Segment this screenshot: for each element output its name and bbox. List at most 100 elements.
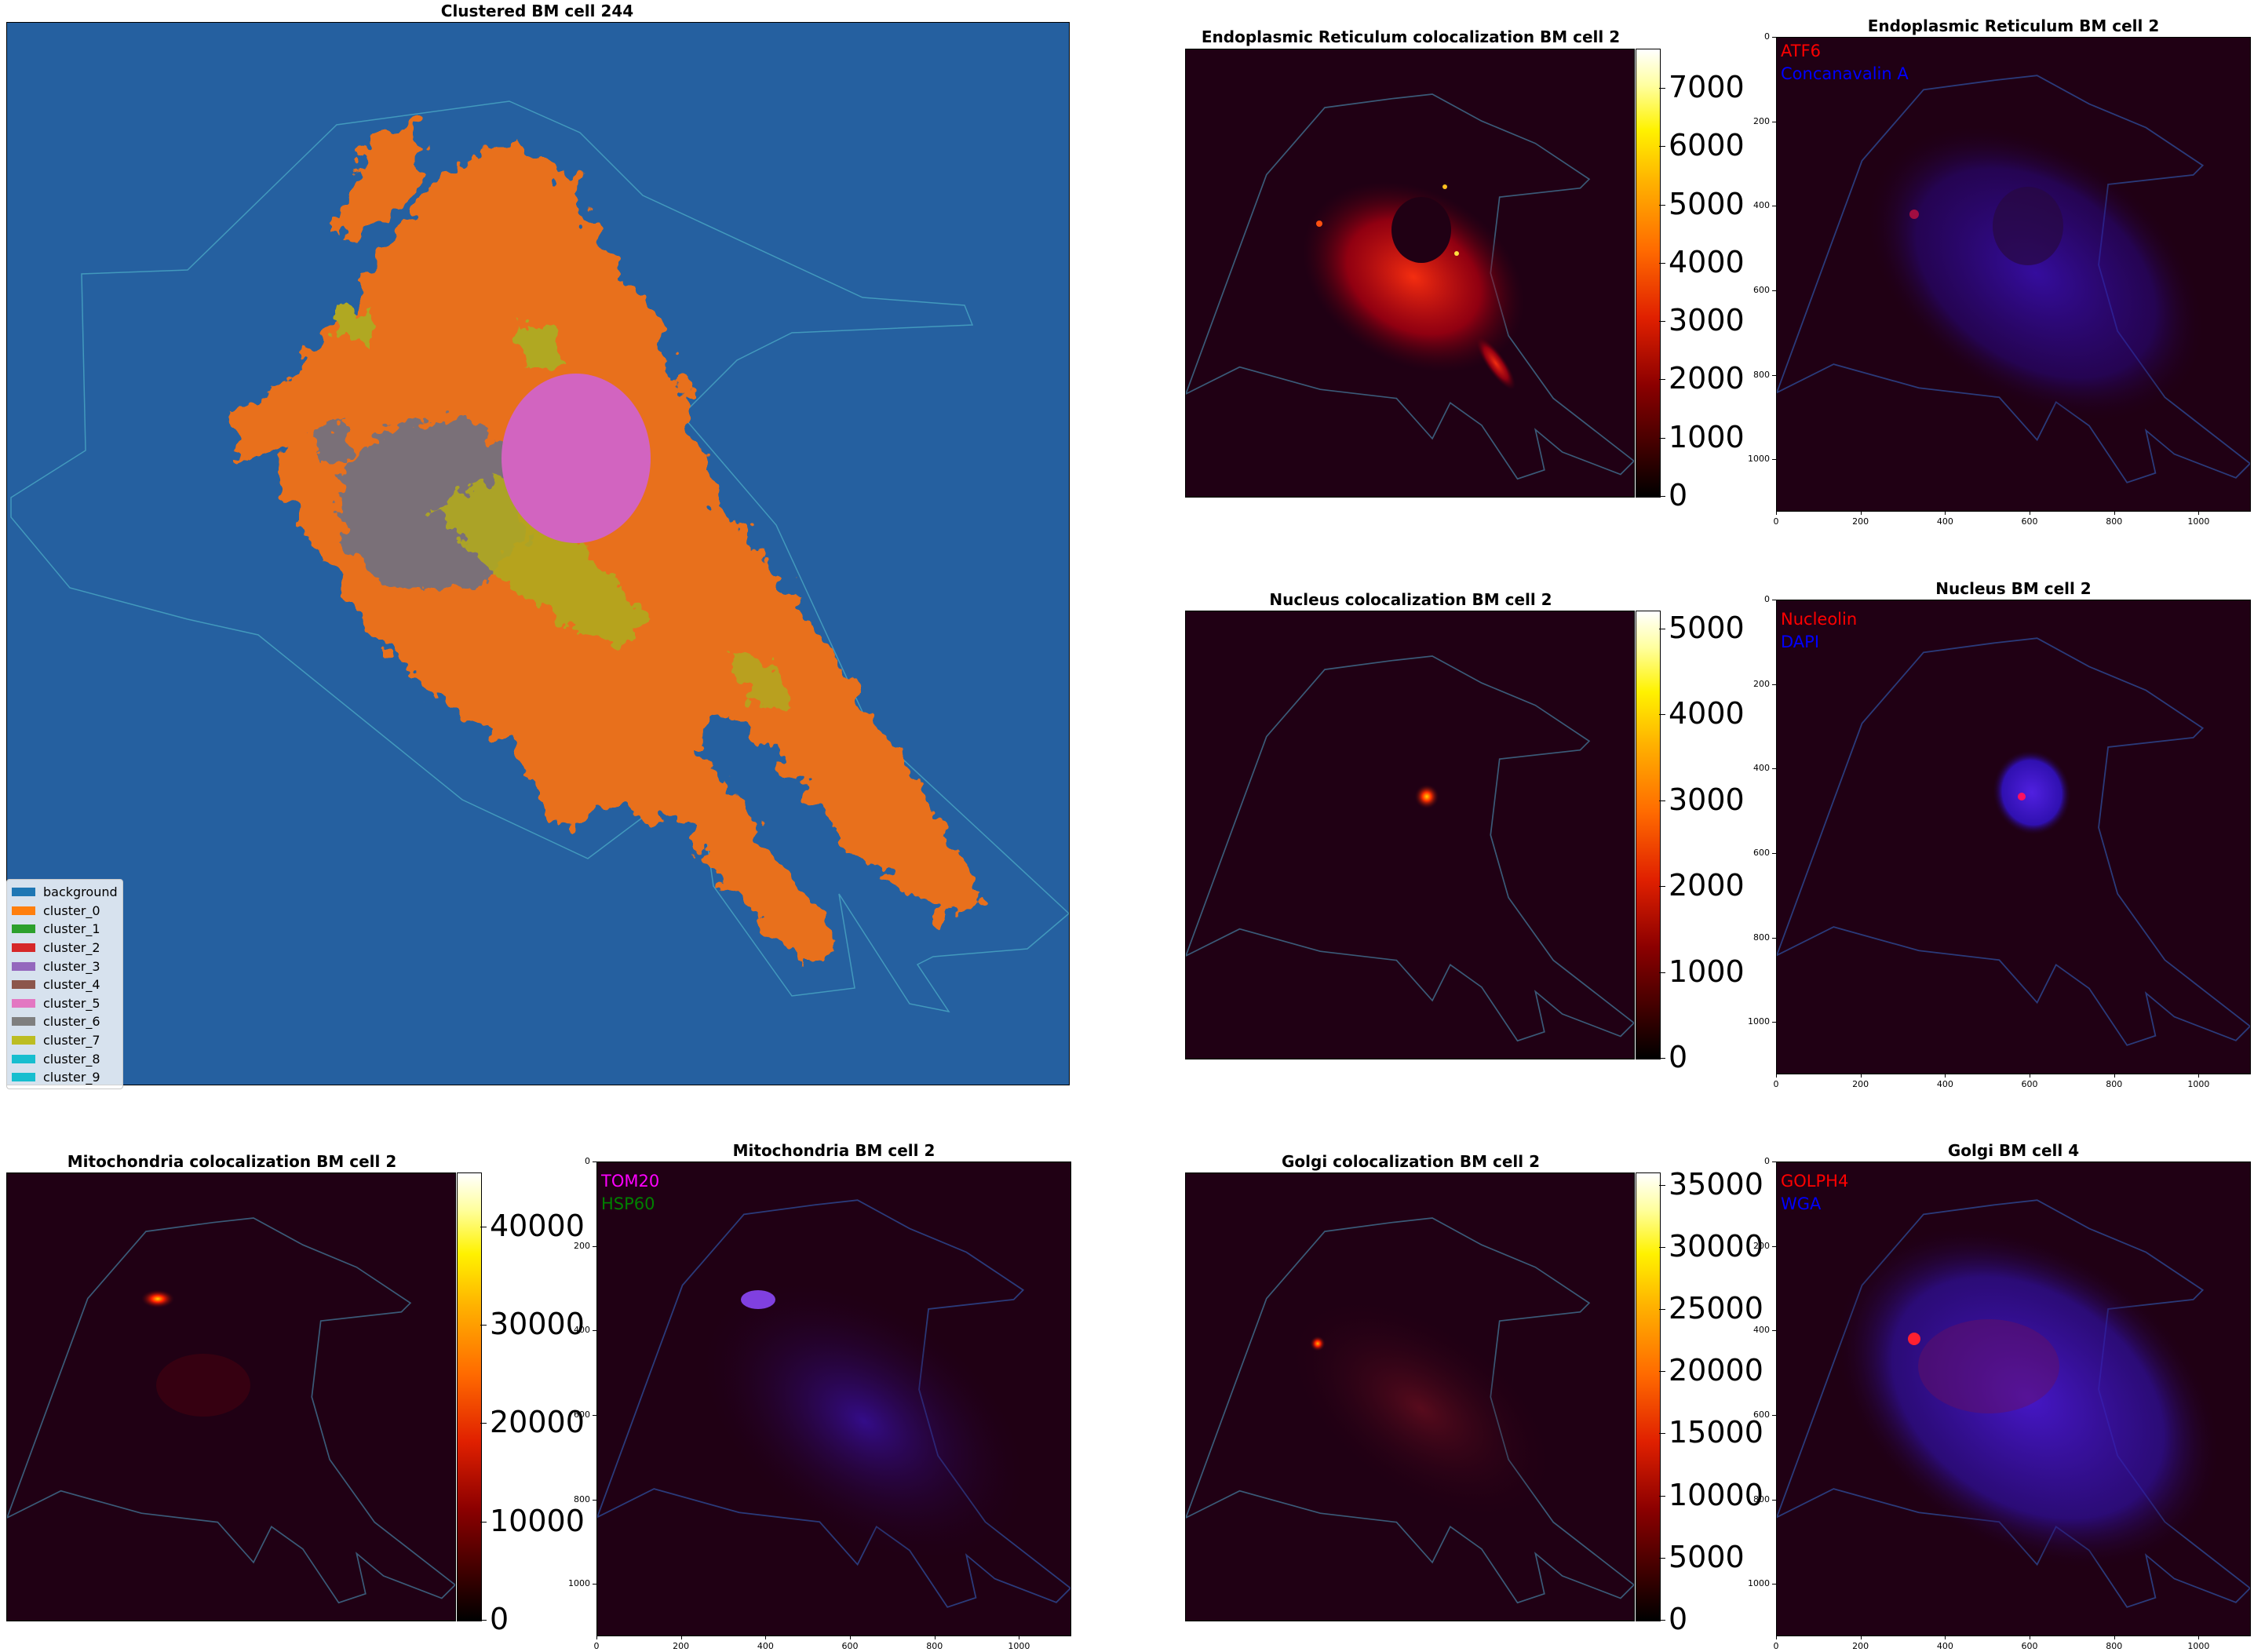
y-tick-label: 0 — [1764, 1156, 1770, 1166]
legend-swatch — [12, 1073, 35, 1082]
x-tick-label: 0 — [1773, 1641, 1779, 1651]
er-image: ATF6 Concanavalin A — [1776, 37, 2251, 512]
legend-item: cluster_8 — [12, 1049, 118, 1068]
legend-swatch — [12, 906, 35, 915]
panel-title: Endoplasmic Reticulum colocalization BM … — [1201, 27, 1621, 46]
legend-item: cluster_0 — [12, 902, 118, 921]
x-tick-mark — [1945, 511, 1946, 515]
y-tick-label: 1000 — [1748, 1578, 1770, 1589]
colorbar-tick-mark — [1659, 87, 1665, 89]
colorbar-tick-label: 30000 — [1669, 1228, 1763, 1264]
colorbar-tick-label: 5000 — [1669, 1539, 1745, 1574]
y-tick-label: 0 — [1764, 594, 1770, 604]
channel-label: GOLPH4 — [1781, 1172, 1849, 1191]
y-tick-mark — [1772, 937, 1776, 939]
x-tick-mark — [1776, 1074, 1777, 1078]
colorbar-tick-mark — [1659, 1495, 1665, 1497]
y-tick-label: 0 — [1764, 31, 1770, 42]
y-tick-label: 1000 — [1748, 1016, 1770, 1027]
colorbar-tick-label: 10000 — [490, 1503, 585, 1538]
x-tick-mark — [2198, 511, 2200, 515]
x-tick-label: 1000 — [1008, 1641, 1030, 1651]
panel-title: Mitochondria colocalization BM cell 2 — [67, 1152, 397, 1171]
y-tick-label: 1000 — [1748, 454, 1770, 465]
golgi-image: GOLPH4 WGA — [1776, 1162, 2251, 1636]
x-tick-label: 600 — [2021, 1079, 2038, 1089]
legend-swatch — [12, 943, 35, 953]
channel-label: ATF6 — [1781, 42, 1822, 60]
x-tick-label: 800 — [2106, 516, 2123, 527]
colorbar-tick-mark — [480, 1325, 487, 1326]
channel-label: HSP60 — [601, 1194, 655, 1213]
colorbar-tick-mark — [1659, 1184, 1665, 1186]
legend-label: cluster_4 — [43, 977, 100, 993]
y-tick-mark — [1772, 1415, 1776, 1417]
colorbar-tick-label: 3000 — [1669, 782, 1745, 817]
colorbar-tick-mark — [1659, 1058, 1665, 1059]
panel-title: Endoplasmic Reticulum BM cell 2 — [1867, 16, 2160, 35]
panel-title: Mitochondria BM cell 2 — [732, 1141, 936, 1160]
colorbar-tick-mark — [1659, 1433, 1665, 1435]
y-tick-mark — [593, 1330, 596, 1332]
x-tick-mark — [2114, 511, 2115, 515]
y-tick-mark — [593, 1499, 596, 1501]
legend-item: background — [12, 883, 118, 902]
colorbar-tick-label: 2000 — [1669, 361, 1745, 396]
colorbar-tick-label: 0 — [1669, 1040, 1688, 1074]
x-tick-mark — [2198, 1074, 2200, 1078]
legend-item: cluster_3 — [12, 957, 118, 976]
y-tick-mark — [1772, 1499, 1776, 1501]
er-coloc-image — [1185, 49, 1635, 498]
colorbar-tick-label: 7000 — [1669, 69, 1745, 104]
legend-item: cluster_1 — [12, 920, 118, 939]
y-tick-mark — [1772, 459, 1776, 461]
colorbar-tick-label: 15000 — [1669, 1415, 1763, 1450]
y-tick-mark — [593, 1584, 596, 1585]
golgi-colorbar — [1636, 1172, 1661, 1621]
cluster-legend: background cluster_0 cluster_1 cluster_2 clu… — [6, 879, 123, 1089]
x-tick-mark — [596, 1636, 597, 1639]
x-tick-label: 800 — [2106, 1641, 2123, 1651]
colorbar-tick-label: 4000 — [1669, 244, 1745, 279]
y-tick-label: 400 — [1753, 1325, 1770, 1336]
legend-label: cluster_7 — [43, 1033, 100, 1048]
colorbar-tick-label: 1000 — [1669, 419, 1745, 454]
colorbar-tick-mark — [1659, 886, 1665, 887]
x-tick-label: 1000 — [2187, 516, 2210, 527]
colorbar-tick-mark — [1659, 321, 1665, 323]
legend-label: cluster_2 — [43, 940, 100, 956]
y-tick-mark — [1772, 1022, 1776, 1023]
colorbar-tick-label: 3000 — [1669, 303, 1745, 338]
colorbar-tick-mark — [1659, 1309, 1665, 1310]
legend-label: cluster_9 — [43, 1070, 100, 1085]
y-tick-mark — [1772, 684, 1776, 685]
x-tick-label: 0 — [1773, 1079, 1779, 1089]
mito-coloc-image — [6, 1172, 456, 1621]
y-tick-mark — [1772, 290, 1776, 292]
y-tick-label: 400 — [1753, 763, 1770, 774]
panel-title: Clustered BM cell 244 — [440, 2, 634, 20]
panel-title: Golgi BM cell 4 — [1947, 1141, 2080, 1160]
x-tick-label: 400 — [1936, 1641, 1953, 1651]
colorbar-tick-label: 5000 — [1669, 610, 1745, 645]
colorbar-tick-label: 40000 — [490, 1208, 585, 1243]
colorbar-tick-label: 1000 — [1669, 954, 1745, 989]
mito-colorbar — [457, 1172, 482, 1621]
x-tick-mark — [850, 1636, 852, 1639]
colorbar-tick-mark — [1659, 379, 1665, 381]
panel-title: Nucleus colocalization BM cell 2 — [1269, 590, 1552, 609]
colorbar-tick-mark — [1659, 204, 1665, 206]
colorbar-tick-label: 25000 — [1669, 1291, 1763, 1326]
x-tick-mark — [1860, 511, 1862, 515]
mito-image: TOM20 HSP60 — [596, 1162, 1071, 1636]
colorbar-tick-mark — [1659, 1557, 1665, 1559]
colorbar-tick-mark — [480, 1620, 487, 1621]
y-tick-label: 800 — [574, 1493, 590, 1504]
legend-item: cluster_5 — [12, 994, 118, 1013]
y-tick-label: 400 — [574, 1325, 590, 1336]
y-tick-label: 200 — [1753, 1240, 1770, 1251]
x-tick-mark — [680, 1636, 682, 1639]
colorbar-tick-mark — [480, 1521, 487, 1523]
y-tick-mark — [1772, 1245, 1776, 1247]
x-tick-label: 600 — [2021, 1641, 2038, 1651]
